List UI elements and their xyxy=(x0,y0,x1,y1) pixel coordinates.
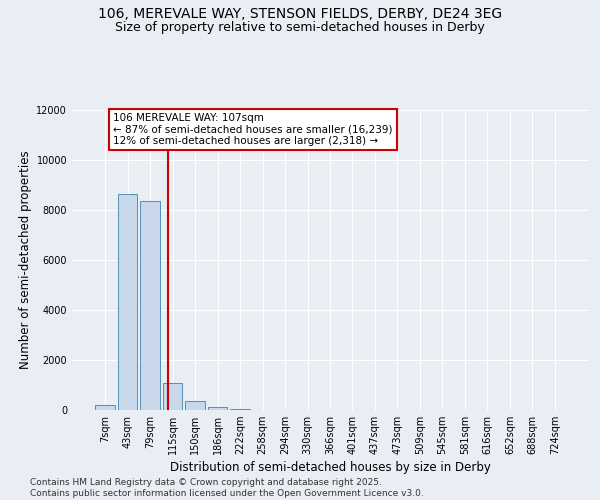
X-axis label: Distribution of semi-detached houses by size in Derby: Distribution of semi-detached houses by … xyxy=(170,462,490,474)
Text: Contains HM Land Registry data © Crown copyright and database right 2025.
Contai: Contains HM Land Registry data © Crown c… xyxy=(30,478,424,498)
Bar xyxy=(118,194,137,410)
Text: 106 MEREVALE WAY: 107sqm
← 87% of semi-detached houses are smaller (16,239)
12% : 106 MEREVALE WAY: 107sqm ← 87% of semi-d… xyxy=(113,113,393,146)
Bar xyxy=(230,409,250,410)
Bar xyxy=(185,401,205,410)
Bar xyxy=(208,407,227,410)
Text: 106, MEREVALE WAY, STENSON FIELDS, DERBY, DE24 3EG: 106, MEREVALE WAY, STENSON FIELDS, DERBY… xyxy=(98,8,502,22)
Y-axis label: Number of semi-detached properties: Number of semi-detached properties xyxy=(19,150,32,370)
Bar xyxy=(163,382,182,410)
Bar xyxy=(95,405,115,410)
Bar xyxy=(140,201,160,410)
Text: Size of property relative to semi-detached houses in Derby: Size of property relative to semi-detach… xyxy=(115,21,485,34)
